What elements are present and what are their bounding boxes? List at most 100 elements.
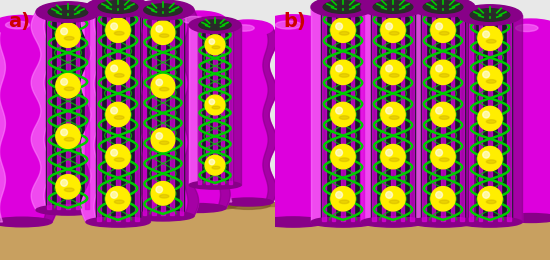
Ellipse shape [411,217,475,227]
Circle shape [209,159,214,165]
Ellipse shape [414,199,472,211]
Circle shape [111,65,118,72]
Circle shape [386,107,393,114]
Ellipse shape [160,87,169,91]
Bar [275,203,550,260]
Polygon shape [233,25,241,185]
Ellipse shape [411,0,475,17]
Circle shape [205,155,225,175]
Ellipse shape [339,200,349,204]
Circle shape [478,187,502,211]
Bar [47,13,90,209]
Ellipse shape [64,87,74,91]
Ellipse shape [311,0,375,17]
Circle shape [111,191,118,198]
Circle shape [478,26,502,50]
Ellipse shape [439,200,449,204]
Circle shape [381,145,405,169]
Bar [421,8,465,221]
Bar [229,26,232,184]
Ellipse shape [223,20,273,36]
Ellipse shape [36,205,100,215]
Polygon shape [31,12,50,210]
Ellipse shape [506,200,550,210]
Circle shape [205,35,225,55]
Polygon shape [81,7,100,222]
Bar [372,8,376,221]
Ellipse shape [0,15,52,35]
Polygon shape [311,7,375,222]
Bar [97,8,101,221]
Ellipse shape [339,116,349,119]
Polygon shape [411,7,475,222]
Circle shape [151,74,175,98]
Polygon shape [361,7,372,222]
Circle shape [381,18,405,42]
Bar [197,26,233,184]
Text: a): a) [8,12,30,31]
Circle shape [436,23,443,30]
Circle shape [151,21,175,44]
Ellipse shape [234,25,254,31]
Polygon shape [0,25,57,222]
Ellipse shape [160,194,169,198]
Circle shape [478,106,502,131]
Circle shape [431,102,455,127]
Ellipse shape [114,31,124,35]
Circle shape [56,74,80,98]
Polygon shape [189,25,198,185]
Ellipse shape [114,158,124,161]
Bar [107,8,111,221]
Circle shape [106,18,130,42]
Ellipse shape [199,20,231,30]
Bar [0,202,275,206]
Circle shape [331,102,355,127]
Polygon shape [31,12,105,210]
Circle shape [60,179,68,186]
Circle shape [156,79,163,86]
Ellipse shape [439,116,449,119]
Ellipse shape [114,116,124,119]
Ellipse shape [170,11,226,29]
Ellipse shape [261,15,325,35]
Polygon shape [513,15,522,222]
Bar [360,8,364,221]
Circle shape [483,191,490,198]
Bar [498,16,502,221]
Ellipse shape [114,200,124,204]
Polygon shape [182,10,199,216]
Circle shape [386,149,393,156]
Ellipse shape [261,217,325,227]
Bar [322,8,326,221]
Polygon shape [311,7,322,222]
Ellipse shape [339,31,349,35]
Circle shape [483,31,490,38]
Ellipse shape [114,74,124,77]
Ellipse shape [339,158,349,161]
Polygon shape [361,7,425,222]
Polygon shape [40,25,57,222]
Ellipse shape [64,188,74,192]
Ellipse shape [470,9,510,21]
Bar [85,13,89,209]
Bar [478,16,482,221]
Polygon shape [219,28,234,202]
Ellipse shape [515,24,538,31]
Ellipse shape [423,1,463,13]
Polygon shape [411,7,422,222]
Circle shape [386,65,393,72]
Polygon shape [458,15,522,222]
Circle shape [431,60,455,84]
Polygon shape [81,7,155,222]
Ellipse shape [503,213,550,223]
Bar [450,8,454,221]
Ellipse shape [212,46,220,49]
Ellipse shape [89,199,147,211]
Bar [350,8,354,221]
Polygon shape [214,20,230,208]
Circle shape [336,191,343,198]
Polygon shape [166,20,230,208]
Ellipse shape [183,16,205,24]
Bar [142,11,184,215]
Bar [341,8,345,221]
